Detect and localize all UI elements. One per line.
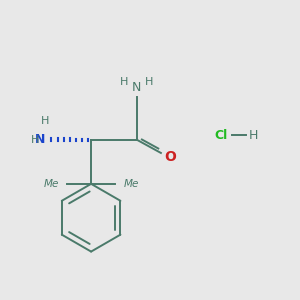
Text: H: H [249,129,258,142]
Text: H: H [120,77,129,87]
Text: N: N [34,133,45,146]
Text: H: H [41,116,50,126]
Text: H: H [31,135,39,145]
Text: N: N [132,81,141,94]
Text: H: H [145,77,153,87]
Text: Me: Me [43,179,59,189]
Text: Cl: Cl [215,129,228,142]
Text: O: O [165,150,177,164]
Text: Me: Me [124,179,139,189]
